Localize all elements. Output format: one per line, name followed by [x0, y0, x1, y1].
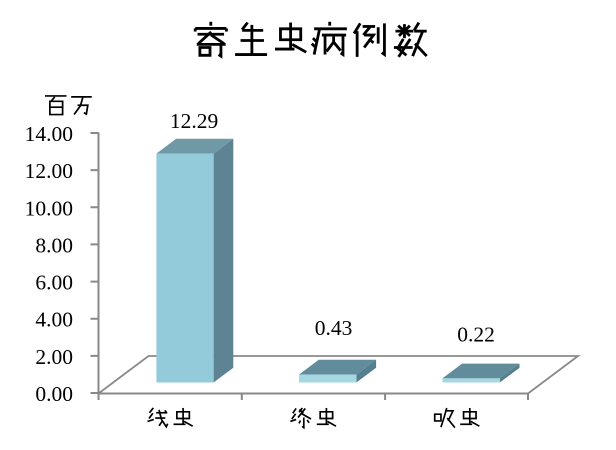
svg-text:6.00: 6.00 — [35, 271, 73, 295]
svg-text:8.00: 8.00 — [35, 233, 73, 257]
svg-text:12.00: 12.00 — [25, 159, 73, 183]
svg-text:4.00: 4.00 — [35, 308, 73, 332]
svg-text:2.00: 2.00 — [35, 345, 73, 369]
svg-text:0.00: 0.00 — [35, 382, 73, 406]
svg-text:0.43: 0.43 — [315, 316, 353, 340]
svg-text:14.00: 14.00 — [25, 122, 73, 146]
svg-text:12.29: 12.29 — [170, 109, 218, 133]
svg-text:0.22: 0.22 — [457, 323, 495, 347]
svg-text:10.00: 10.00 — [25, 196, 73, 220]
